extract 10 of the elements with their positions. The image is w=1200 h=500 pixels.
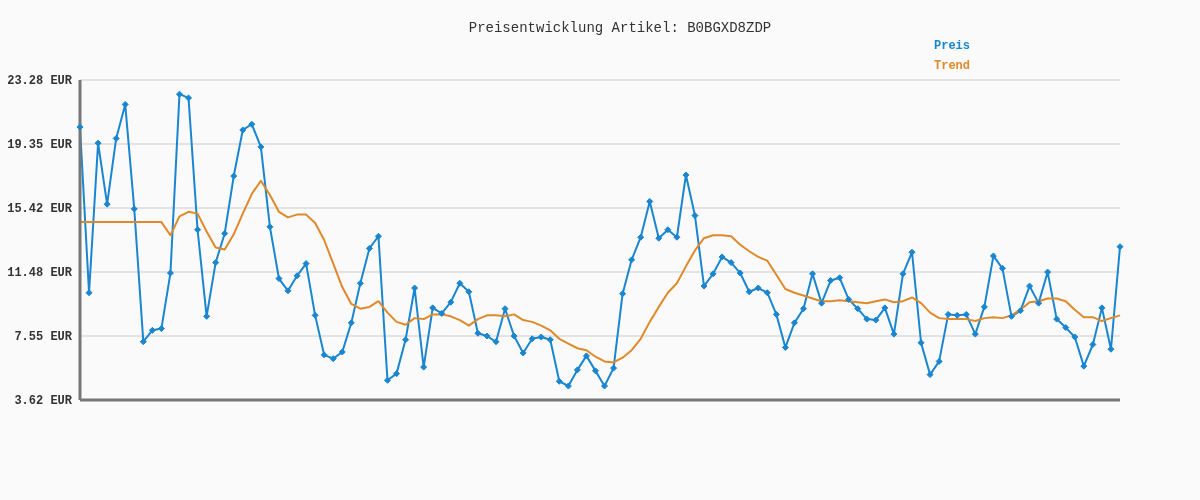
y-tick-label: 11.48 EUR	[7, 266, 73, 281]
text: Trend	[933, 58, 970, 75]
line-series	[79, 179, 1121, 364]
y-tick-label: 15.42 EUR	[7, 202, 73, 217]
y-tick-label: 3.62 EUR	[14, 394, 73, 409]
y-tick-label: 19.35 EUR	[7, 138, 73, 153]
y-tick-label: 7.55 EUR	[14, 330, 73, 345]
chart-title: Preisentwicklung Artikel: B0BGXD8ZDP	[467, 20, 773, 36]
y-tick-label: 23.28 EUR	[7, 74, 73, 89]
text: Preis	[933, 38, 970, 55]
